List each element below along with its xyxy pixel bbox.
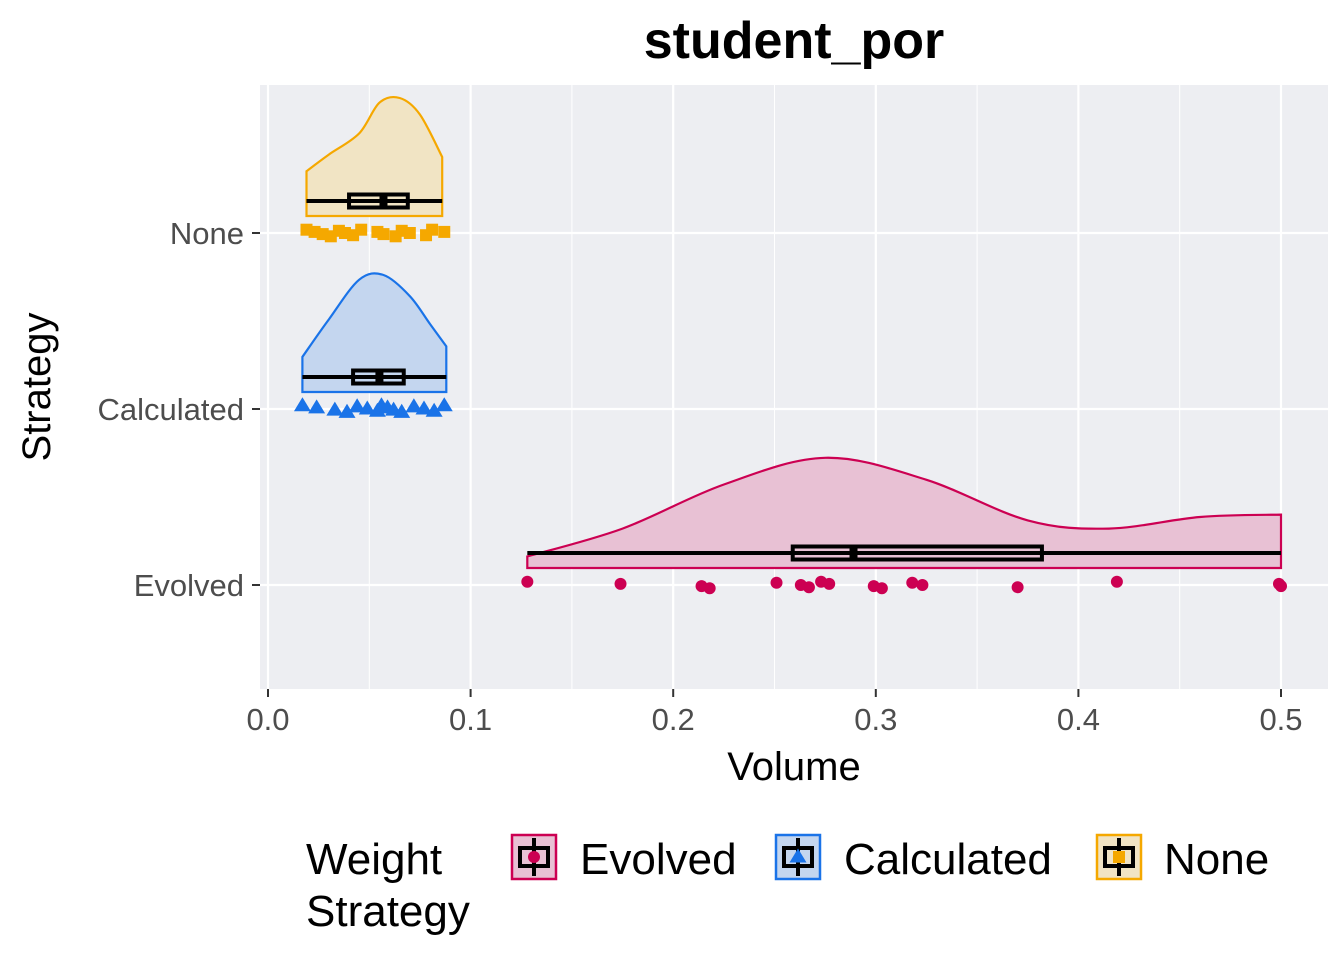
legend-box-evolved <box>518 846 550 868</box>
legend-title-line-1: Strategy <box>306 887 470 936</box>
series-layer <box>293 95 1287 595</box>
density-none <box>305 95 444 218</box>
median-evolved <box>849 546 858 560</box>
point-evolved-1 <box>614 577 627 590</box>
x-tick-label-5: 0.5 <box>1259 702 1302 737</box>
y-axis-title: Strategy <box>15 313 59 462</box>
point-calculated-14 <box>435 397 453 412</box>
point-none-14 <box>426 223 439 236</box>
point-calculated-1 <box>308 399 326 414</box>
point-evolved-12 <box>916 579 929 591</box>
point-calculated-13 <box>425 402 443 417</box>
legend-title-line-0: Weight <box>306 835 442 884</box>
point-none-15 <box>438 225 451 238</box>
legend-box-calculated <box>782 846 814 868</box>
x-axis-title: Volume <box>727 745 860 789</box>
x-tick-label-4: 0.4 <box>1057 702 1100 737</box>
point-evolved-13 <box>1011 581 1024 594</box>
point-evolved-0 <box>521 575 534 588</box>
density-evolved <box>526 456 1283 570</box>
x-tick-label-0: 0.0 <box>246 702 289 737</box>
point-evolved-14 <box>1110 575 1123 588</box>
x-tick-label-2: 0.2 <box>652 702 695 737</box>
legend-item-evolved: Evolved <box>510 833 737 884</box>
legend-marker-none <box>1113 851 1125 863</box>
point-calculated-12 <box>415 400 433 415</box>
x-tick-label-3: 0.3 <box>854 702 897 737</box>
point-none-12 <box>403 227 416 239</box>
density-calculated <box>301 272 448 394</box>
chart-title: student_por <box>644 12 944 70</box>
point-evolved-10 <box>875 582 888 595</box>
x-tick-label-1: 0.1 <box>449 702 492 737</box>
legend-label-evolved: Evolved <box>580 835 737 884</box>
point-evolved-11 <box>906 576 919 589</box>
box-evolved <box>790 544 1044 562</box>
box-none <box>347 192 410 210</box>
y-tick-label-0: None <box>170 216 244 251</box>
point-calculated-11 <box>405 398 423 413</box>
series-evolved <box>521 456 1287 595</box>
point-evolved-3 <box>703 582 716 595</box>
median-none <box>379 194 388 208</box>
point-evolved-16 <box>1275 580 1287 593</box>
series-calculated <box>293 272 453 418</box>
point-evolved-8 <box>823 577 836 590</box>
point-calculated-10 <box>393 403 411 418</box>
legend-box-none <box>1103 846 1135 868</box>
point-evolved-4 <box>770 576 783 589</box>
median-calculated <box>375 370 384 384</box>
point-calculated-2 <box>326 401 344 416</box>
point-calculated-4 <box>348 398 366 413</box>
legend-label-calculated: Calculated <box>844 835 1052 884</box>
y-tick-label-2: Evolved <box>134 568 244 603</box>
legend-marker-calculated <box>789 848 807 863</box>
legend-label-none: None <box>1164 835 1269 884</box>
legend-marker-evolved <box>528 851 540 863</box>
point-calculated-0 <box>293 397 311 412</box>
axes-layer: 0.0 0.1 0.2 0.3 0.4 0.5 None Calculated Evolved <box>98 216 1303 737</box>
point-none-9 <box>377 228 390 241</box>
series-none <box>300 95 451 243</box>
y-tick-label-1: Calculated <box>98 392 244 427</box>
point-evolved-6 <box>802 581 815 594</box>
legend-item-calculated: Calculated <box>774 833 1052 884</box>
point-calculated-5 <box>358 400 376 415</box>
point-none-7 <box>355 223 368 236</box>
legend-item-none: None <box>1095 833 1269 884</box>
point-calculated-3 <box>338 403 356 418</box>
